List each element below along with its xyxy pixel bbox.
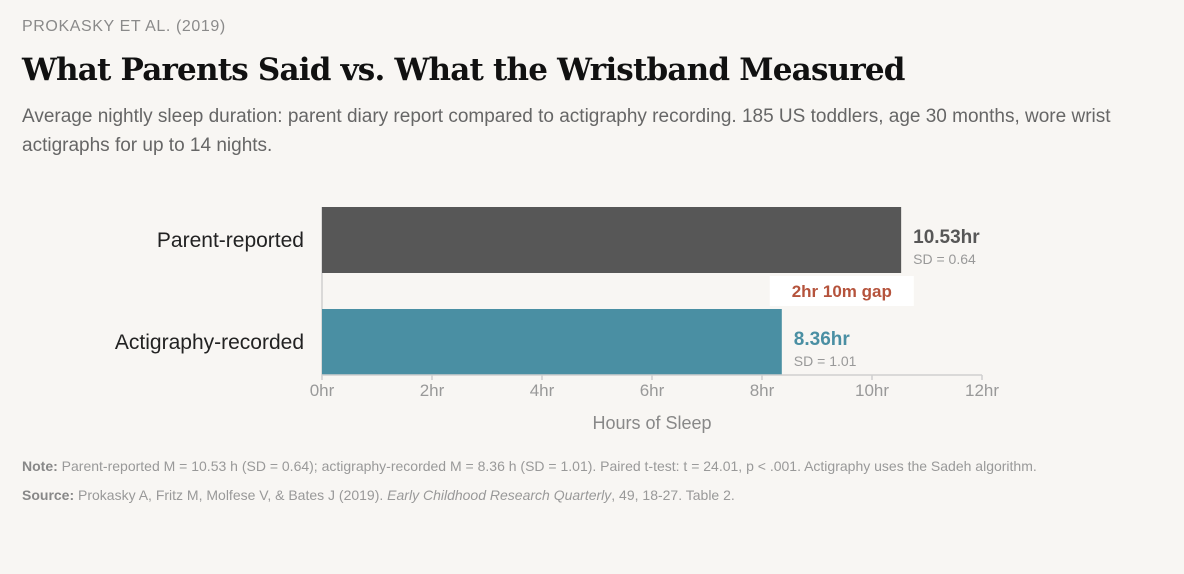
source-rest: , 49, 18-27. Table 2. — [611, 487, 735, 503]
note: Note: Parent-reported M = 10.53 h (SD = … — [22, 458, 1162, 474]
x-tick-label-1: 2hr — [420, 381, 445, 400]
bar-chart: Parent-reported 10.53hr SD = 0.64 Actigraph… — [115, 207, 999, 433]
x-tick-label-6: 12hr — [965, 381, 999, 400]
x-tick-label-5: 10hr — [855, 381, 889, 400]
source-label: Source: — [22, 487, 75, 503]
note-label: Note: — [22, 458, 58, 474]
category-label-1: Actigraphy-recorded — [115, 331, 304, 354]
sd-label-0: SD = 0.64 — [913, 251, 976, 267]
gap-label-bg — [769, 276, 914, 306]
x-tick-label-2: 4hr — [530, 381, 555, 400]
note-text: Parent-reported M = 10.53 h (SD = 0.64);… — [61, 458, 1037, 474]
chart-subtitle: Average nightly sleep duration: parent d… — [22, 106, 1111, 156]
sd-label-1: SD = 1.01 — [794, 353, 857, 369]
kicker: PROKASKY ET AL. (2019) — [22, 18, 226, 35]
chart-title: What Parents Said vs. What the Wristband… — [22, 52, 905, 88]
x-tick-label-3: 6hr — [640, 381, 665, 400]
x-tick-label-0: 0hr — [310, 381, 335, 400]
value-label-0: 10.53hr — [913, 227, 980, 248]
gap-label: 2hr 10m gap — [792, 282, 892, 301]
bar-0 — [322, 207, 902, 273]
x-tick-label-4: 8hr — [750, 381, 775, 400]
source-journal: Early Childhood Research Quarterly — [387, 487, 612, 503]
x-axis-title: Hours of Sleep — [592, 413, 711, 433]
source-authors: Prokasky A, Fritz M, Molfese V, & Bates … — [78, 487, 384, 503]
category-label-0: Parent-reported — [157, 229, 304, 252]
bar-1 — [322, 309, 782, 375]
source: Source: Prokasky A, Fritz M, Molfese V, … — [22, 487, 1162, 503]
value-label-1: 8.36hr — [794, 329, 851, 350]
